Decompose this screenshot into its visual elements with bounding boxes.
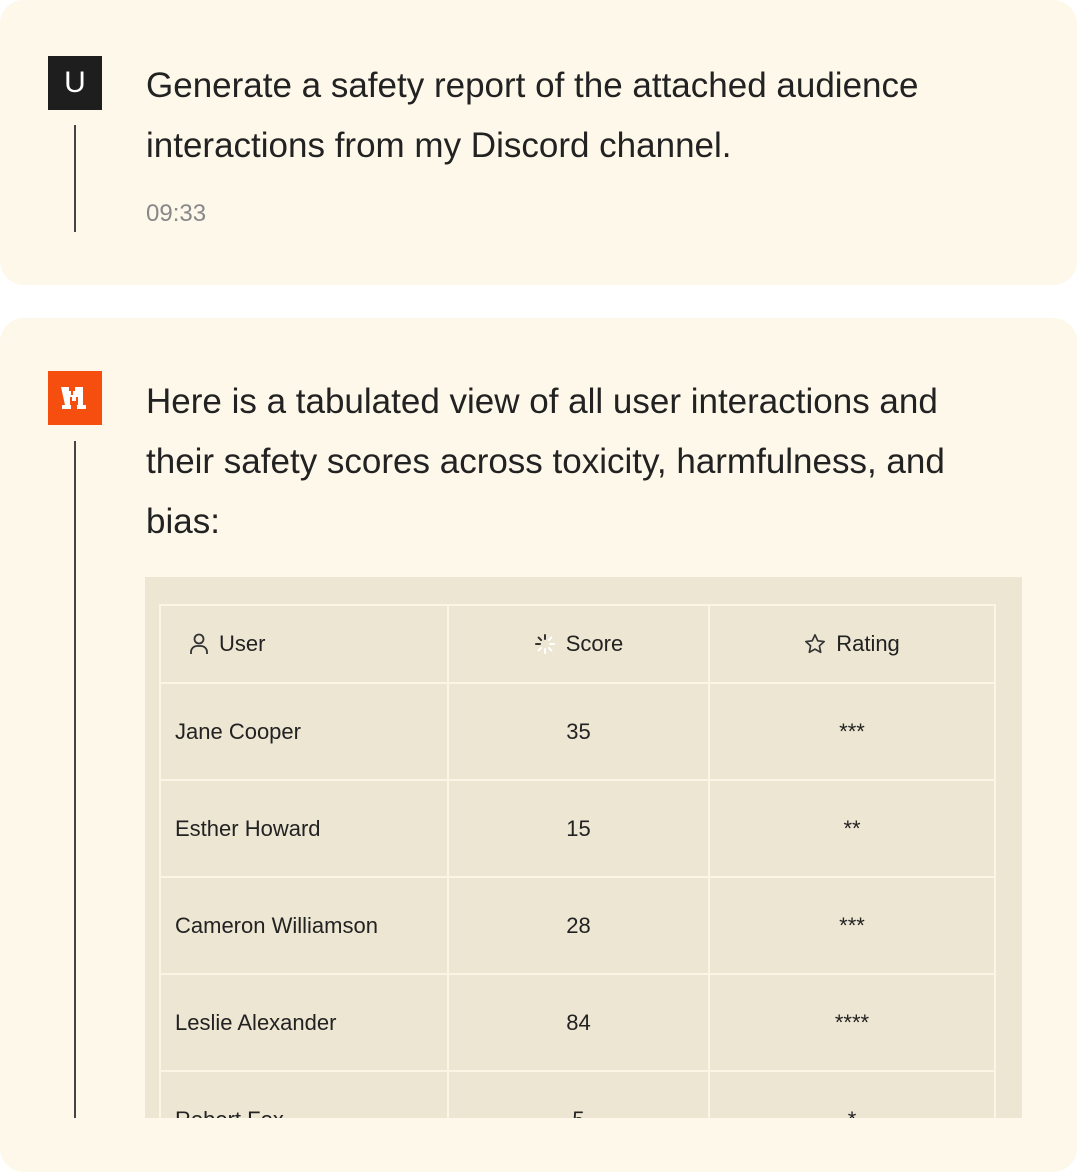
header-rating: Rating (708, 604, 996, 684)
header-label: Rating (836, 631, 900, 656)
divider (74, 125, 76, 232)
cell-score: 84 (447, 973, 710, 1072)
cell-user: Cameron Williamson (159, 876, 449, 975)
header-label: Score (565, 631, 624, 656)
timestamp: 09:33 (146, 200, 207, 227)
table-row: Robert Fox5* (159, 1070, 996, 1118)
cell-score: 15 (447, 779, 710, 878)
table-header: User Score Rating (159, 604, 996, 684)
cell-score: 28 (447, 876, 710, 975)
cell-user: Robert Fox (159, 1070, 449, 1118)
cell-user: Leslie Alexander (159, 973, 449, 1072)
assistant-logo-icon (48, 371, 102, 425)
text-line: Generate a safety report of the attached… (146, 66, 919, 105)
text-line: interactions from my Discord channel. (146, 126, 732, 165)
user-avatar: U (48, 56, 102, 110)
assistant-message-text: Here is a tabulated view of all user int… (146, 372, 945, 552)
user-message-card: U Generate a safety report of the attach… (0, 0, 1077, 285)
cell-rating: *** (708, 682, 996, 781)
table-row: Jane Cooper 35 *** (159, 682, 996, 781)
header-score: Score (447, 604, 710, 684)
cell-user: Jane Cooper (159, 682, 449, 781)
cell-rating: ** (708, 779, 996, 878)
cell-score: 5 (447, 1070, 710, 1118)
loader-icon (534, 634, 555, 654)
cell-user: Esther Howard (159, 779, 449, 878)
text-line: their safety scores across toxicity, har… (146, 442, 945, 481)
text-line: Here is a tabulated view of all user int… (146, 382, 938, 421)
assistant-message-card: Here is a tabulated view of all user int… (0, 318, 1077, 1172)
cell-score: 35 (447, 682, 710, 781)
user-message-text: Generate a safety report of the attached… (146, 56, 918, 176)
cell-rating: * (708, 1070, 996, 1118)
cell-rating: *** (708, 876, 996, 975)
table-row: Esther Howard 15 ** (159, 779, 996, 878)
star-icon (805, 634, 826, 654)
safety-table: User Score Rating Jane Cooper 35 *** Esther… (159, 604, 996, 1118)
table-scroll-container[interactable]: User Score Rating Jane Cooper 35 *** Esther… (145, 577, 1022, 1118)
table-row: Cameron Williamson 28 *** (159, 876, 996, 975)
table-row: Leslie Alexander 84 **** (159, 973, 996, 1072)
text-line: bias: (146, 502, 220, 541)
cell-rating: **** (708, 973, 996, 1072)
divider (74, 441, 76, 1118)
user-icon (190, 633, 208, 654)
header-user: User (159, 604, 449, 684)
header-label: User (219, 631, 266, 656)
